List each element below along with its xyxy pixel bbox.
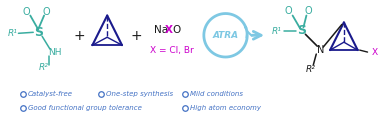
Text: R²: R²: [39, 63, 49, 72]
Text: Catalyst-free: Catalyst-free: [28, 91, 73, 97]
Text: O: O: [305, 6, 312, 16]
Text: R²: R²: [305, 65, 315, 74]
Text: Good functional group tolerance: Good functional group tolerance: [28, 105, 142, 111]
Text: +: +: [131, 29, 143, 43]
Text: NH: NH: [48, 48, 62, 57]
Text: One-step synthesis: One-step synthesis: [106, 91, 174, 97]
Text: O: O: [23, 7, 30, 17]
Text: High atom economy: High atom economy: [190, 105, 261, 111]
Text: O: O: [172, 25, 180, 35]
Text: S: S: [34, 26, 43, 39]
Text: O: O: [285, 6, 293, 16]
Text: Na: Na: [153, 25, 168, 35]
Text: S: S: [297, 24, 306, 37]
Text: X: X: [372, 48, 378, 57]
Text: Mild conditions: Mild conditions: [190, 91, 243, 97]
Text: O: O: [42, 7, 50, 17]
Text: R¹: R¹: [272, 27, 282, 36]
Text: ATRA: ATRA: [212, 31, 239, 40]
Text: R¹: R¹: [8, 29, 17, 38]
Text: X = Cl, Br: X = Cl, Br: [150, 46, 194, 55]
Text: +: +: [74, 29, 85, 43]
Text: N: N: [316, 45, 324, 55]
Text: X: X: [164, 25, 172, 35]
